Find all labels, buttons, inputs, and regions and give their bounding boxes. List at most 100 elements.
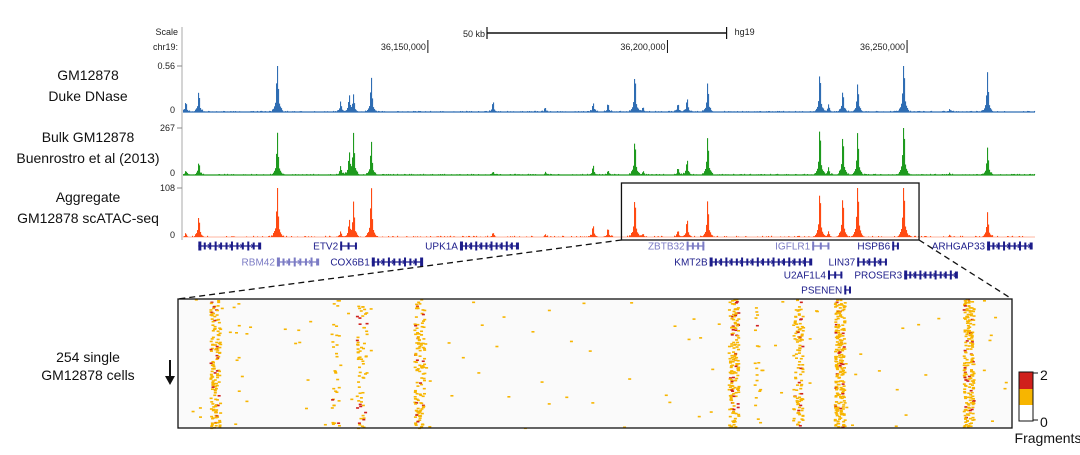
- signal-bar: [186, 234, 188, 237]
- heatmap-cell: [421, 395, 425, 398]
- heatmap-cell: [834, 323, 838, 326]
- signal-bar: [532, 174, 534, 175]
- signal-bar: [348, 226, 350, 237]
- heatmap-cell: [729, 370, 733, 373]
- signal-bar: [992, 110, 994, 112]
- heatmap-cell: [836, 315, 840, 318]
- gene-etv2[interactable]: ETV2: [313, 241, 357, 253]
- gene-igflr1[interactable]: IGFLR1: [775, 241, 830, 253]
- signal-bar: [436, 111, 438, 112]
- heatmap-cell: [797, 313, 801, 315]
- signal-bar: [329, 235, 331, 237]
- signal-bar: [343, 110, 345, 112]
- signal-bar: [693, 173, 695, 175]
- heatmap-cell: [1003, 387, 1007, 390]
- signal-bar: [193, 174, 195, 175]
- signal-bar: [425, 111, 427, 112]
- gene-proser3[interactable]: PROSER3: [854, 270, 958, 282]
- signal-bar: [413, 236, 415, 237]
- signal-bar: [775, 174, 777, 175]
- heatmap-cell: [416, 407, 420, 410]
- heatmap-cell: [419, 394, 423, 397]
- gene-rbm42[interactable]: RBM42: [242, 257, 320, 269]
- heatmap-cell: [297, 329, 301, 332]
- signal-bar: [831, 173, 833, 175]
- heatmap-cell: [800, 325, 804, 328]
- signal-bar: [367, 109, 369, 112]
- heatmap-cell: [838, 371, 842, 374]
- gene-u2af1l4[interactable]: U2AF1L4: [784, 270, 843, 282]
- gene-psenen[interactable]: PSENEN: [801, 285, 851, 297]
- signal-bar: [948, 173, 950, 175]
- heatmap-cell: [215, 399, 219, 401]
- signal-bar: [1014, 173, 1016, 175]
- signal-bar: [857, 133, 859, 175]
- heatmap-cell: [754, 307, 758, 309]
- heatmap-cell: [734, 313, 738, 315]
- signal-bar: [644, 173, 646, 175]
- heatmap-cell: [365, 372, 369, 374]
- heatmap-cell: [970, 369, 974, 371]
- gene-zbtb32[interactable]: ZBTB32: [648, 241, 705, 253]
- heatmap-cell: [477, 372, 481, 374]
- gene-label: LIN37: [829, 258, 856, 269]
- heatmap-cell: [209, 397, 213, 400]
- signal-bar: [558, 173, 560, 175]
- track-ymax-label: 0.56: [157, 61, 175, 71]
- signal-bar: [834, 111, 836, 112]
- gene-upk1a[interactable]: UPK1A: [425, 241, 519, 253]
- gene-kmt2b[interactable]: KMT2B: [674, 257, 813, 269]
- heatmap-cell: [422, 347, 426, 350]
- heatmap-cell: [840, 368, 844, 370]
- gene-unnamed[interactable]: [198, 241, 262, 251]
- heatmap-cell: [732, 310, 736, 313]
- heatmap-cell: [664, 394, 668, 397]
- signal-bar: [491, 236, 493, 237]
- signal-bar: [531, 111, 533, 112]
- heatmap-cell: [843, 321, 847, 324]
- signal-bar: [339, 234, 341, 237]
- heatmap-cell: [730, 354, 734, 357]
- heatmap-cell: [347, 312, 351, 315]
- signal-bar: [635, 149, 637, 175]
- signal-bar: [801, 111, 803, 112]
- heatmap-cell: [834, 348, 838, 351]
- gene-cox6b1[interactable]: COX6B1: [330, 257, 424, 269]
- heatmap-cell: [216, 404, 220, 407]
- heatmap-cell: [842, 424, 846, 427]
- signal-bar: [780, 236, 782, 237]
- heatmap-cell: [730, 334, 734, 336]
- signal-bar: [829, 107, 831, 112]
- signal-bar: [340, 231, 342, 237]
- heatmap-cell: [989, 334, 993, 337]
- signal-bar: [307, 174, 309, 175]
- heatmap-cell: [834, 411, 838, 414]
- signal-bar: [647, 174, 649, 175]
- signal-bar: [295, 174, 297, 175]
- gene-exon: [387, 257, 390, 267]
- gene-lin37[interactable]: LIN37: [829, 257, 887, 269]
- heatmap-cell: [970, 344, 974, 347]
- signal-bar: [596, 236, 598, 237]
- gene-hspb6[interactable]: HSPB6: [857, 241, 899, 253]
- heatmap-cell: [838, 354, 842, 356]
- gene-exon: [914, 271, 917, 279]
- signal-bar: [753, 174, 755, 175]
- signal-bar: [348, 102, 350, 112]
- heatmap-cell: [971, 416, 975, 419]
- heatmap-cell: [209, 373, 213, 376]
- signal-bar: [460, 174, 462, 175]
- signal-bar: [860, 230, 862, 237]
- signal-bar: [921, 235, 923, 237]
- signal-bar: [828, 104, 830, 112]
- signal-bar: [514, 235, 516, 237]
- heatmap-cell: [964, 418, 968, 420]
- signal-bar: [832, 173, 834, 175]
- gene-exon: [892, 241, 895, 251]
- signal-bar: [737, 111, 739, 112]
- heatmap-cell: [963, 376, 967, 379]
- signal-bar: [1033, 174, 1035, 175]
- heatmap-cell: [215, 415, 219, 417]
- heatmap-cell: [833, 418, 837, 421]
- gene-arhgap33[interactable]: ARHGAP33: [932, 241, 1033, 253]
